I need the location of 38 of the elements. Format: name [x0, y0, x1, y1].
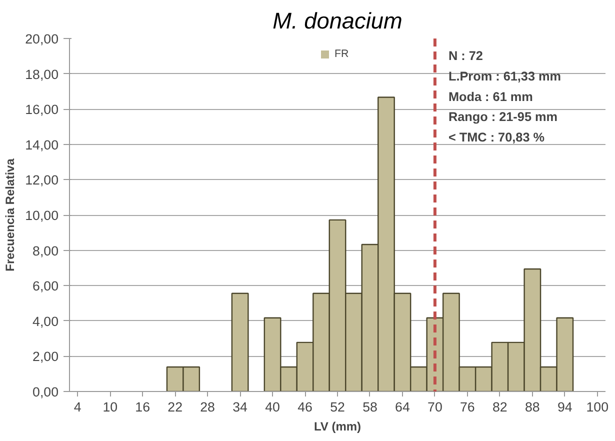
x-tick-label: 10 [102, 400, 118, 414]
x-tick-label: 40 [265, 400, 280, 414]
x-tick-label: 4 [74, 400, 82, 414]
y-tick-label: 12,00 [25, 172, 59, 188]
x-tick-label: 58 [362, 400, 378, 414]
y-axis-title: Frecuencia Relativa [3, 158, 18, 272]
annotation: L.Prom : 61,33 mm [448, 70, 562, 84]
chart-title: M. donacium [272, 8, 402, 34]
annotation: N : 72 [448, 49, 483, 64]
y-tick-label: 18,00 [25, 66, 59, 82]
y-tick-label: 10,00 [25, 208, 59, 223]
y-tick-label: 14,00 [25, 137, 59, 152]
annotation: < TMC : 70,83 % [448, 130, 545, 144]
x-tick-label: 64 [395, 400, 410, 414]
bar [231, 292, 249, 392]
x-tick-label: 88 [524, 400, 540, 414]
x-tick-label: 34 [232, 400, 248, 414]
x-axis-title: LV (mm) [314, 420, 362, 434]
x-tick-label: 94 [557, 400, 573, 414]
x-tick-label: 22 [168, 400, 182, 414]
y-tick-label: 0,00 [32, 384, 59, 400]
y-tick-label: 20,00 [25, 32, 59, 46]
y-tick-label: 4,00 [32, 314, 59, 329]
y-tick-label: 16,00 [25, 102, 59, 118]
y-tick-label: 6,00 [32, 278, 59, 294]
x-tick-label: 16 [135, 400, 150, 414]
y-tick-label: 8,00 [32, 243, 59, 258]
x-tick-label: 70 [428, 400, 442, 414]
x-tick-label: 76 [460, 400, 475, 414]
y-tick-label: 2,00 [32, 349, 59, 364]
x-tick-label: 82 [492, 400, 508, 414]
annotation: Moda : 61 mm [448, 90, 533, 104]
x-tick-label: 52 [330, 400, 345, 414]
x-tick-label: 100 [586, 400, 609, 414]
legend-label: FR [334, 48, 350, 60]
x-tick-label: 46 [298, 400, 312, 414]
annotation: Rango : 21-95 mm [448, 110, 558, 124]
x-tick-label: 28 [200, 400, 215, 414]
